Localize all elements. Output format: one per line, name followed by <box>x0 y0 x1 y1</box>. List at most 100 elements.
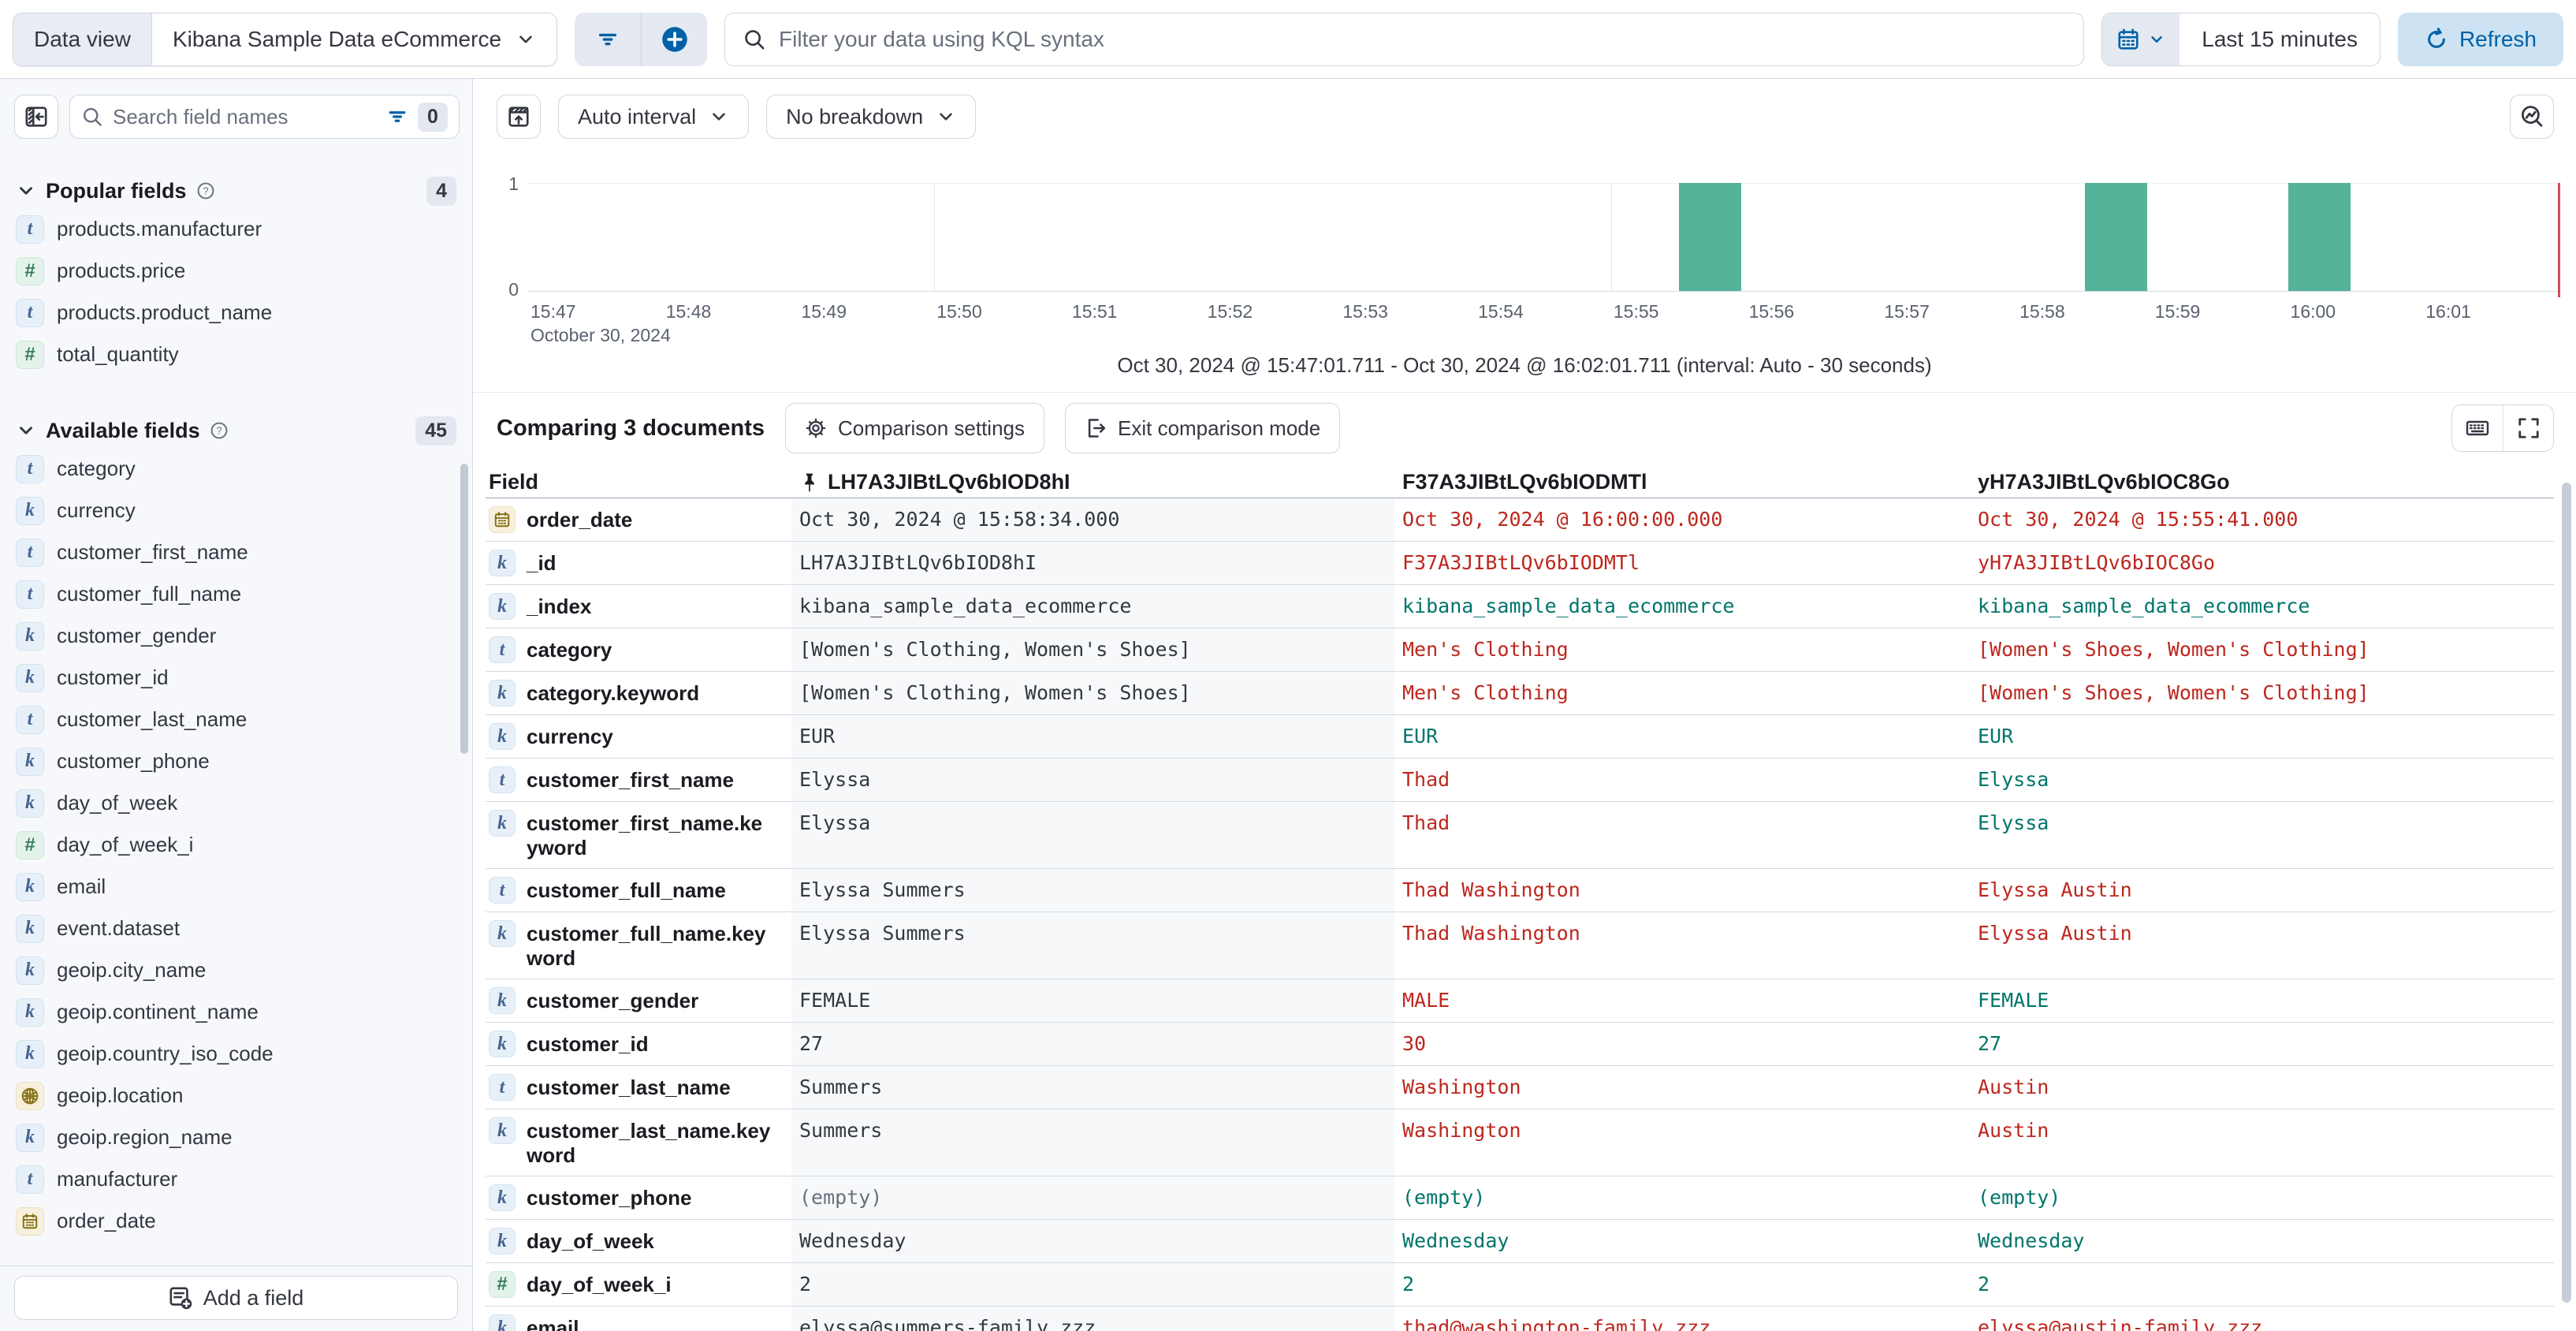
field-cell[interactable]: k customer_full_name.keyword <box>486 912 791 979</box>
time-range-value: Last 15 minutes <box>2202 26 2358 51</box>
available-fields-header[interactable]: Available fields ? 45 <box>0 413 472 448</box>
field-cell[interactable]: k category.keyword <box>486 672 791 714</box>
field-name-label: geoip.city_name <box>57 958 207 982</box>
sidebar-field-order_date[interactable]: order_date <box>0 1200 472 1242</box>
comparison-value-cell: Wednesday <box>1402 1229 1509 1252</box>
field-cell[interactable]: k customer_first_name.keyword <box>486 802 791 868</box>
add-filter-button[interactable] <box>641 12 707 66</box>
doc-column-header[interactable]: yH7A3JIBtLQv6bIOC8Go <box>1978 470 2230 494</box>
field-cell[interactable]: k currency <box>486 715 791 758</box>
sidebar-field-email[interactable]: k email <box>0 866 472 908</box>
field-cell[interactable]: k email <box>486 1307 791 1331</box>
sidebar-field-products.manufacturer[interactable]: t products.manufacturer <box>0 208 472 250</box>
sidebar-field-customer_first_name[interactable]: t customer_first_name <box>0 531 472 573</box>
sidebar-field-day_of_week[interactable]: k day_of_week <box>0 782 472 824</box>
field-cell[interactable]: t customer_first_name <box>486 759 791 801</box>
field-search-input[interactable] <box>113 104 377 129</box>
sidebar-field-manufacturer[interactable]: t manufacturer <box>0 1158 472 1200</box>
data-view-name: Kibana Sample Data eCommerce <box>172 26 502 51</box>
keyboard-shortcuts-button[interactable] <box>2452 405 2503 451</box>
sidebar-field-currency[interactable]: k currency <box>0 490 472 531</box>
table-scrollbar[interactable] <box>2562 483 2571 1303</box>
field-cell[interactable]: k customer_last_name.keyword <box>486 1109 791 1176</box>
kql-search-bar[interactable] <box>724 12 2085 66</box>
doc-column-header[interactable]: F37A3JIBtLQv6bIODMTl <box>1402 470 1647 494</box>
panel-divider[interactable] <box>473 392 2576 393</box>
sidebar-field-geoip.continent_name[interactable]: k geoip.continent_name <box>0 991 472 1033</box>
sidebar-field-category[interactable]: t category <box>0 448 472 490</box>
field-cell[interactable]: k customer_phone <box>486 1176 791 1219</box>
table-row: k email elyssa@summers-family.zzz thad@wash… <box>486 1307 2554 1331</box>
popular-fields-header[interactable]: Popular fields ? 4 <box>0 173 472 208</box>
comparison-table: Field LH7A3JIBtLQv6bIOD8hI F37A3JIBtLQv6… <box>486 467 2554 1331</box>
field-cell[interactable]: t category <box>486 628 791 671</box>
base-doc-value-cell: (empty) <box>791 1176 1394 1219</box>
breakdown-dropdown[interactable]: No breakdown <box>766 95 977 139</box>
field-cell[interactable]: order_date <box>486 498 791 541</box>
comparison-value-cell: Elyssa <box>1978 768 2049 791</box>
pinned-doc-column-header[interactable]: LH7A3JIBtLQv6bIOD8hI <box>791 470 1394 494</box>
field-cell[interactable]: k customer_gender <box>486 979 791 1022</box>
field-type-text-icon: t <box>16 580 44 609</box>
field-cell[interactable]: k day_of_week <box>486 1220 791 1262</box>
time-range-button[interactable]: Last 15 minutes <box>2180 13 2380 65</box>
explore-data-button[interactable] <box>2510 95 2554 139</box>
sidebar-field-geoip.location[interactable]: geoip.location <box>0 1075 472 1117</box>
field-name-label: customer_phone <box>57 749 210 773</box>
filter-button[interactable] <box>575 13 641 66</box>
field-search-box[interactable]: 0 <box>69 95 460 139</box>
histogram-bar[interactable] <box>2288 183 2351 291</box>
refresh-button[interactable]: Refresh <box>2397 12 2563 66</box>
sidebar-field-geoip.country_iso_code[interactable]: k geoip.country_iso_code <box>0 1033 472 1075</box>
base-doc-value-cell: 2 <box>791 1263 1394 1306</box>
sidebar-field-products.price[interactable]: # products.price <box>0 250 472 292</box>
sidebar-field-products.product_name[interactable]: t products.product_name <box>0 292 472 334</box>
add-field-button[interactable]: Add a field <box>14 1276 458 1320</box>
interval-dropdown[interactable]: Auto interval <box>558 95 750 139</box>
table-row: t customer_last_name Summers Washington Aust… <box>486 1066 2554 1109</box>
sidebar-field-day_of_week_i[interactable]: # day_of_week_i <box>0 824 472 866</box>
field-cell[interactable]: t customer_full_name <box>486 869 791 912</box>
data-view-value[interactable]: Kibana Sample Data eCommerce <box>152 13 557 65</box>
sidebar-field-total_quantity[interactable]: # total_quantity <box>0 334 472 375</box>
sidebar-field-customer_id[interactable]: k customer_id <box>0 657 472 699</box>
x-axis-tick-label: 15:51 <box>1071 301 1118 322</box>
field-name-label: email <box>57 874 106 898</box>
explore-chart-icon <box>2519 104 2544 129</box>
sidebar-field-event.dataset[interactable]: k event.dataset <box>0 908 472 949</box>
sidebar-field-geoip.city_name[interactable]: k geoip.city_name <box>0 949 472 991</box>
histogram-bar[interactable] <box>1678 183 1742 291</box>
field-type-text-icon: t <box>16 538 44 567</box>
collapse-sidebar-button[interactable] <box>14 95 58 139</box>
base-doc-value-cell: LH7A3JIBtLQv6bIOD8hI <box>791 542 1394 584</box>
gear-icon <box>805 417 827 439</box>
sidebar-field-customer_phone[interactable]: k customer_phone <box>0 740 472 782</box>
calendar-icon <box>2116 28 2140 51</box>
field-cell[interactable]: k _index <box>486 585 791 628</box>
data-view-picker[interactable]: Data view Kibana Sample Data eCommerce <box>13 12 558 66</box>
field-cell[interactable]: k customer_id <box>486 1023 791 1065</box>
kql-input[interactable] <box>779 26 2067 52</box>
field-filter-icon[interactable] <box>386 106 408 128</box>
sidebar-field-customer_gender[interactable]: k customer_gender <box>0 615 472 657</box>
fullscreen-button[interactable] <box>2503 405 2553 451</box>
histogram-chart[interactable]: 1 0 <box>508 173 2560 300</box>
field-name-label: customer_id <box>527 1032 649 1056</box>
date-quick-select-button[interactable] <box>2102 13 2180 65</box>
field-cell[interactable]: t customer_last_name <box>486 1066 791 1109</box>
edit-visualization-button[interactable] <box>497 95 541 139</box>
sidebar-scrollbar[interactable] <box>460 464 468 754</box>
base-doc-value-cell: elyssa@summers-family.zzz <box>791 1307 1394 1331</box>
sidebar-field-customer_full_name[interactable]: t customer_full_name <box>0 573 472 615</box>
histogram-bar[interactable] <box>2084 183 2148 291</box>
field-type-keyword-icon: k <box>16 1039 44 1068</box>
field-cell[interactable]: # day_of_week_i <box>486 1263 791 1306</box>
sidebar-field-customer_last_name[interactable]: t customer_last_name <box>0 699 472 740</box>
field-type-geo_point-icon <box>16 1081 44 1110</box>
field-cell[interactable]: k _id <box>486 542 791 584</box>
field-type-text-icon: t <box>489 877 516 904</box>
sidebar-field-geoip.region_name[interactable]: k geoip.region_name <box>0 1117 472 1158</box>
comparison-settings-button[interactable]: Comparison settings <box>785 403 1044 453</box>
chevron-down-icon <box>709 106 729 127</box>
exit-comparison-button[interactable]: Exit comparison mode <box>1065 403 1341 453</box>
